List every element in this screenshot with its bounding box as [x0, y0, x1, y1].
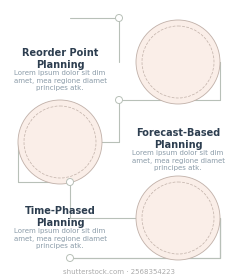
Circle shape [18, 100, 102, 184]
Text: Reorder Point
Planning: Reorder Point Planning [22, 48, 98, 70]
Circle shape [66, 255, 74, 262]
Text: shutterstock.com · 2568354223: shutterstock.com · 2568354223 [63, 269, 175, 275]
Circle shape [136, 20, 220, 104]
Circle shape [136, 176, 220, 260]
Text: Forecast-Based
Planning: Forecast-Based Planning [136, 128, 220, 150]
Text: Lorem ipsum dolor sit dim
amet, mea regione diamet
principes atk.: Lorem ipsum dolor sit dim amet, mea regi… [132, 150, 224, 171]
Circle shape [66, 179, 74, 186]
Circle shape [115, 15, 123, 22]
Text: Lorem ipsum dolor sit dim
amet, mea regione diamet
principes atk.: Lorem ipsum dolor sit dim amet, mea regi… [14, 70, 106, 91]
Text: Lorem ipsum dolor sit dim
amet, mea regione diamet
principes atk.: Lorem ipsum dolor sit dim amet, mea regi… [14, 228, 106, 249]
Text: Time-Phased
Planning: Time-Phased Planning [25, 206, 95, 228]
Circle shape [115, 97, 123, 104]
